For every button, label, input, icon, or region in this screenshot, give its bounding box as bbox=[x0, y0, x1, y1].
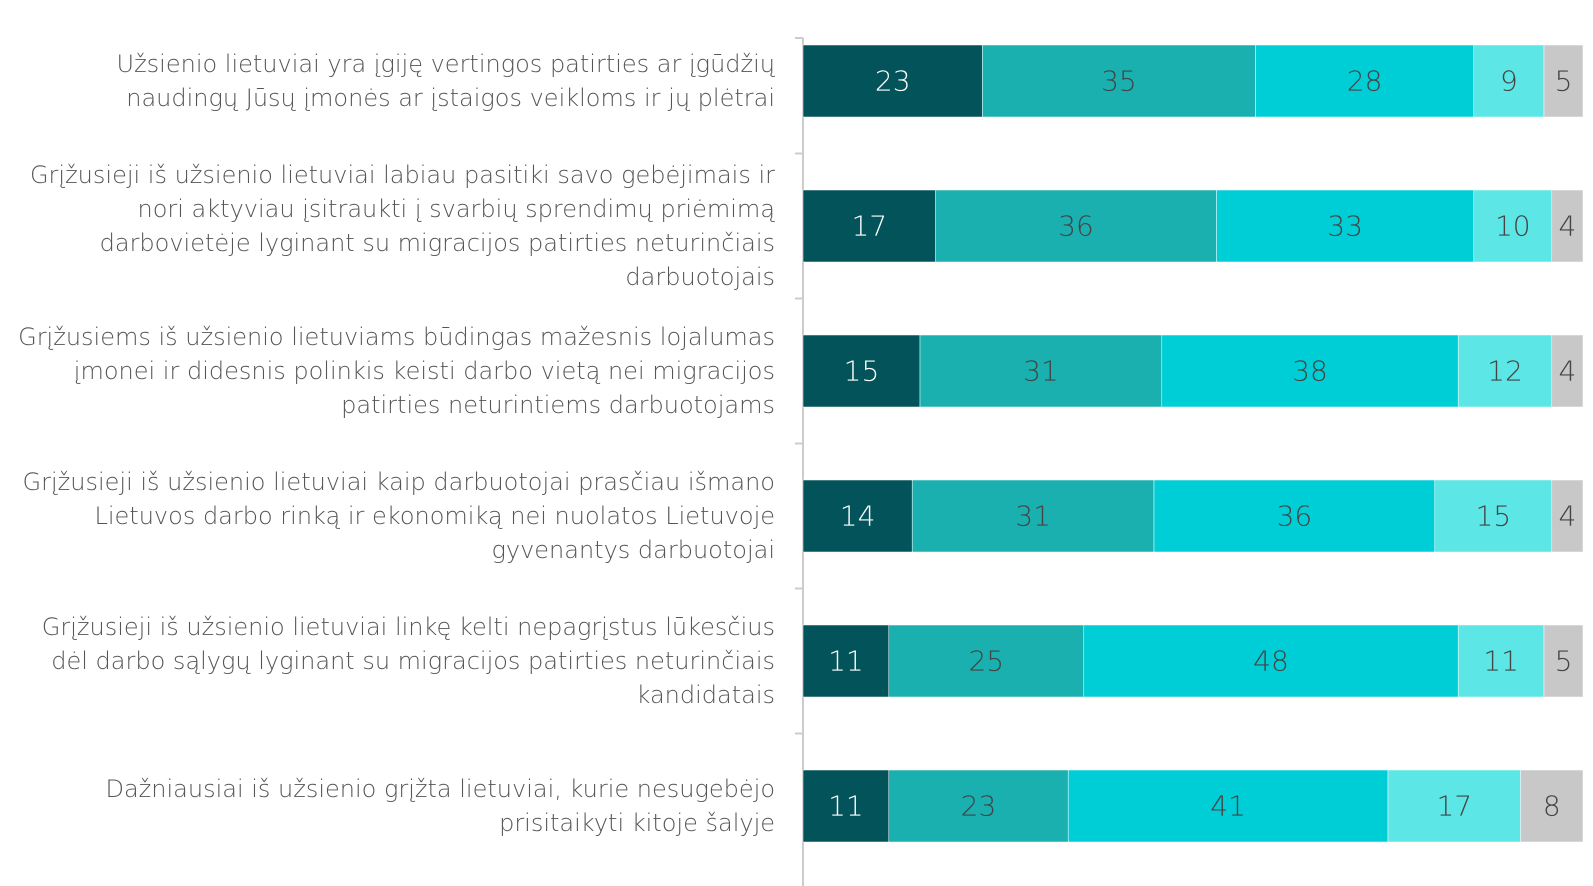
value-label: 8 bbox=[1543, 790, 1561, 823]
bar-segment bbox=[1083, 624, 1459, 698]
value-label: 17 bbox=[1436, 790, 1472, 823]
category-text: Grįžusiems iš užsienio lietuviams būding… bbox=[18, 323, 775, 419]
bar-segment bbox=[935, 189, 1217, 263]
value-label: 31 bbox=[1023, 355, 1059, 388]
value-label: 38 bbox=[1292, 355, 1328, 388]
value-label: 33 bbox=[1327, 210, 1363, 243]
value-label: 17 bbox=[851, 210, 887, 243]
bar-segment bbox=[1153, 479, 1436, 553]
category-label: Grįžusieji iš užsienio lietuviai labiau … bbox=[0, 156, 775, 296]
category-text: Grįžusieji iš užsienio lietuviai labiau … bbox=[29, 161, 775, 291]
bar-segment bbox=[1520, 769, 1584, 843]
bar-segment bbox=[919, 334, 1163, 408]
bar-segment bbox=[802, 624, 890, 698]
bar-segment bbox=[911, 479, 1155, 553]
category-text: Užsienio lietuviai yra įgiję vertingos p… bbox=[116, 50, 776, 112]
value-label: 15 bbox=[844, 355, 880, 388]
bar-segment bbox=[982, 44, 1256, 118]
category-label: Grįžusieji iš užsienio lietuviai linkę k… bbox=[0, 591, 775, 731]
bar-segment bbox=[888, 769, 1069, 843]
bar-segment bbox=[888, 624, 1085, 698]
value-label: 28 bbox=[1347, 65, 1383, 98]
bar-segment bbox=[802, 189, 936, 263]
category-text: Grįžusieji iš užsienio lietuviai kaip da… bbox=[22, 468, 775, 564]
bar-segment bbox=[1216, 189, 1475, 263]
bar-segment bbox=[802, 769, 890, 843]
value-label: 4 bbox=[1558, 355, 1576, 388]
category-text: Grįžusieji iš užsienio lietuviai linkę k… bbox=[41, 613, 775, 709]
value-label: 9 bbox=[1500, 65, 1518, 98]
bar-segment bbox=[1551, 334, 1584, 408]
value-label: 11 bbox=[828, 790, 864, 823]
value-label: 48 bbox=[1253, 645, 1289, 678]
bar-segment bbox=[1543, 624, 1584, 698]
bar-segment bbox=[1473, 189, 1553, 263]
category-text: Dažniausiai iš užsienio grįžta lietuviai… bbox=[105, 775, 775, 837]
value-label: 4 bbox=[1558, 210, 1576, 243]
bar-segment bbox=[802, 334, 921, 408]
value-label: 5 bbox=[1555, 65, 1573, 98]
bar-segment bbox=[802, 44, 983, 118]
value-label: 11 bbox=[828, 645, 864, 678]
value-label: 31 bbox=[1015, 500, 1051, 533]
category-label: Užsienio lietuviai yra įgiję vertingos p… bbox=[0, 11, 776, 151]
value-label: 25 bbox=[968, 645, 1004, 678]
bar-segment bbox=[1387, 769, 1521, 843]
bar-segment bbox=[1255, 44, 1475, 118]
category-label: Grįžusieji iš užsienio lietuviai kaip da… bbox=[0, 446, 775, 586]
bar-segment bbox=[1434, 479, 1553, 553]
value-label: 15 bbox=[1475, 500, 1511, 533]
value-label: 5 bbox=[1555, 645, 1573, 678]
bar-segment bbox=[1551, 479, 1584, 553]
value-label: 35 bbox=[1101, 65, 1137, 98]
value-label: 11 bbox=[1483, 645, 1519, 678]
value-label: 23 bbox=[875, 65, 911, 98]
bar-segment bbox=[1543, 44, 1584, 118]
category-label: Grįžusiems iš užsienio lietuviams būding… bbox=[0, 301, 775, 441]
bar-segment bbox=[1161, 334, 1459, 408]
value-label: 36 bbox=[1058, 210, 1094, 243]
value-label: 14 bbox=[840, 500, 876, 533]
bar-segment bbox=[1551, 189, 1584, 263]
bar-segment bbox=[1457, 624, 1545, 698]
value-label: 23 bbox=[961, 790, 997, 823]
bar-segment bbox=[1457, 334, 1553, 408]
value-label: 4 bbox=[1558, 500, 1576, 533]
value-label: 41 bbox=[1210, 790, 1246, 823]
value-label: 12 bbox=[1487, 355, 1523, 388]
bar-segment bbox=[1473, 44, 1545, 118]
category-label: Dažniausiai iš užsienio grįžta lietuviai… bbox=[0, 736, 775, 876]
value-label: 10 bbox=[1495, 210, 1531, 243]
value-label: 36 bbox=[1277, 500, 1313, 533]
